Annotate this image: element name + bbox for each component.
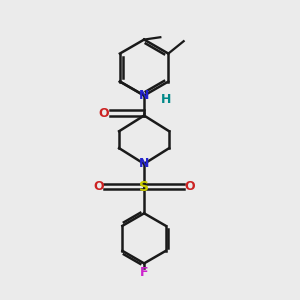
Text: N: N — [139, 89, 149, 102]
Text: F: F — [140, 266, 148, 279]
Text: H: H — [161, 93, 171, 106]
Text: O: O — [98, 107, 109, 120]
Text: O: O — [184, 180, 195, 193]
Text: S: S — [139, 180, 149, 194]
Text: N: N — [139, 157, 149, 170]
Text: O: O — [93, 180, 104, 193]
